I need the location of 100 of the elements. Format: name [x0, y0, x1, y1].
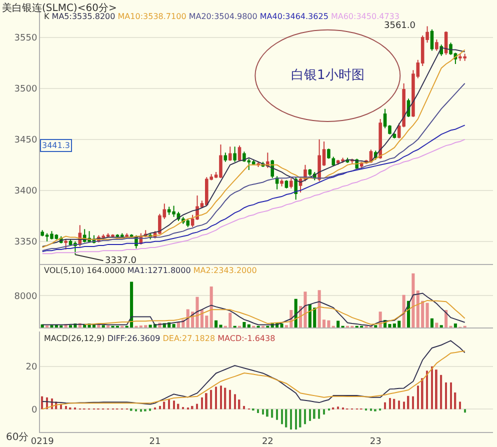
bar [426, 302, 429, 328]
bar [290, 409, 292, 430]
y-tick-label: 3550 [14, 34, 38, 44]
text: MA20:3504.9800 [188, 12, 258, 21]
bar [140, 409, 142, 412]
line-series [42, 340, 466, 405]
candlestick [275, 176, 279, 190]
y-tick-label: 3450 [14, 136, 38, 146]
bar [323, 409, 325, 415]
bar [309, 409, 311, 421]
bar [224, 388, 226, 410]
bar [201, 397, 203, 410]
bar [210, 286, 213, 328]
bar [393, 398, 396, 410]
legend-title: VOL(5,10) 164.0000 [44, 266, 125, 275]
bar [163, 402, 166, 410]
candlestick [224, 152, 228, 162]
candlestick [435, 39, 438, 52]
line-series [42, 350, 466, 410]
candlestick [284, 180, 288, 189]
bar [440, 374, 442, 410]
x-tick-label: 22 [262, 436, 274, 447]
text: MA1:1271.8000 [127, 266, 191, 275]
bar [41, 396, 44, 410]
bar [210, 390, 212, 410]
bar [454, 324, 457, 328]
bar [257, 409, 259, 414]
bar [450, 382, 452, 410]
bar [403, 402, 405, 410]
bar [242, 322, 246, 328]
candlestick [64, 238, 68, 250]
bar [196, 404, 198, 410]
bar [243, 406, 245, 410]
bar [68, 325, 72, 328]
bar [417, 386, 419, 410]
bar [215, 386, 217, 410]
bar [65, 406, 67, 410]
bar [313, 409, 316, 419]
bar [459, 402, 461, 410]
bar [431, 366, 433, 410]
bar [191, 406, 194, 410]
text: MA60:3450.4733 [330, 12, 400, 21]
y-tick-label: 0 [31, 405, 38, 416]
bar [229, 390, 231, 410]
bar [159, 406, 161, 410]
bar [454, 392, 456, 410]
candlestick [125, 232, 128, 238]
bar [412, 273, 415, 328]
bar [220, 386, 222, 410]
candlestick [332, 156, 336, 166]
annotation: 白银1小时图 [291, 68, 364, 83]
bar [271, 409, 274, 418]
bar [412, 396, 414, 410]
bar [421, 378, 424, 410]
y-tick-label: 3350 [14, 238, 38, 248]
annotation: 3561.0 [384, 21, 416, 31]
candlestick [228, 146, 232, 162]
bar [435, 370, 438, 410]
bar [172, 324, 176, 328]
candlestick [233, 146, 236, 162]
annotation: 3441.3 [42, 141, 70, 150]
bar [102, 325, 105, 328]
bar [168, 400, 170, 410]
bar [384, 402, 386, 410]
bar [435, 322, 438, 328]
text: MA5:3535.8200 [52, 12, 116, 21]
bar [402, 294, 406, 328]
bar [205, 393, 208, 410]
line-series [42, 82, 466, 252]
text: MA10:3538.7100 [118, 12, 186, 21]
candlestick [378, 118, 382, 160]
bar [445, 382, 447, 410]
legend-title: MACD(26,12,9) [44, 334, 105, 343]
bar [247, 324, 250, 328]
candlestick [327, 148, 330, 160]
text: DEA:27.1828 [162, 334, 216, 343]
annotation: 3337.0 [105, 256, 137, 266]
bar [398, 400, 400, 410]
bar [285, 409, 288, 428]
candlestick [289, 178, 293, 189]
candlestick [280, 178, 284, 187]
text: DIFF:26.3609 [107, 334, 160, 343]
text: MA2:2343.2000 [193, 266, 257, 275]
bar [299, 409, 302, 428]
y-tick-label: 3400 [14, 186, 38, 197]
bar [336, 320, 340, 328]
bar [332, 407, 334, 410]
bar [374, 325, 378, 328]
bar [464, 409, 466, 413]
bar [276, 409, 278, 420]
bar [266, 409, 268, 417]
y-tick-label: 20 [26, 362, 38, 373]
y-tick-label: 8000 [14, 292, 38, 302]
bar [262, 409, 264, 415]
bar [440, 325, 443, 328]
x-tick-label: 23 [370, 436, 382, 447]
bar [430, 318, 434, 328]
text: 60分 [6, 431, 29, 443]
y-tick-label: 3500 [14, 84, 38, 95]
bar [304, 409, 306, 424]
